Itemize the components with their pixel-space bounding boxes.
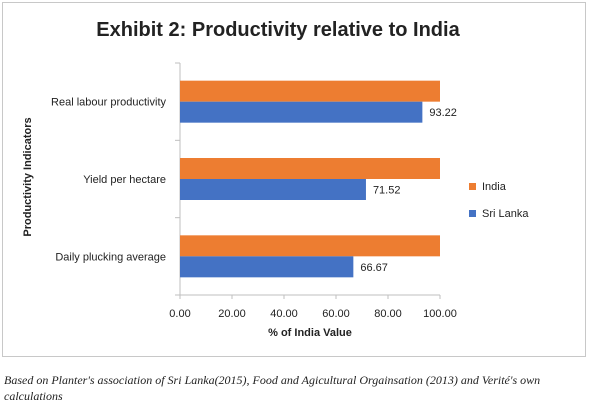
bar-sri-lanka: [180, 179, 366, 200]
y-axis-title: Productivity Indicators: [22, 117, 34, 236]
chart-title: Exhibit 2: Productivity relative to Indi…: [96, 19, 460, 41]
bar-india: [180, 235, 440, 257]
plot-area: 0.00 20.00 40.00 60.00 80.00 100.00 Real labou…: [51, 62, 457, 320]
data-label: 71.52: [373, 185, 401, 197]
bar-india: [180, 80, 440, 102]
legend-swatch: [469, 183, 476, 190]
data-label: 93.22: [429, 107, 457, 119]
data-label: 66.67: [360, 262, 388, 274]
figure-caption: Based on Planter's association of Sri La…: [4, 373, 541, 403]
legend-label: Sri Lanka: [482, 208, 529, 220]
x-tick-label: 20.00: [218, 308, 246, 320]
bar-sri-lanka: [180, 101, 423, 123]
legend-swatch: [469, 210, 476, 217]
x-axis-title: % of India Value: [268, 327, 352, 339]
category-label: Yield per hectare: [83, 174, 166, 186]
x-tick-label: 100.00: [423, 308, 457, 320]
bar-sri-lanka: [180, 256, 354, 278]
category-label: Real labour productivity: [51, 97, 166, 109]
x-tick-label: 40.00: [270, 308, 298, 320]
x-tick-label: 0.00: [169, 308, 190, 320]
x-tick-label: 80.00: [374, 308, 402, 320]
legend: India Sri Lanka: [469, 181, 529, 220]
productivity-bar-chart: Exhibit 2: Productivity relative to Indi…: [22, 19, 529, 339]
category-label: Daily plucking average: [55, 251, 166, 263]
x-tick-label: 60.00: [322, 308, 350, 320]
bar-india: [180, 158, 440, 179]
legend-label: India: [482, 181, 507, 193]
